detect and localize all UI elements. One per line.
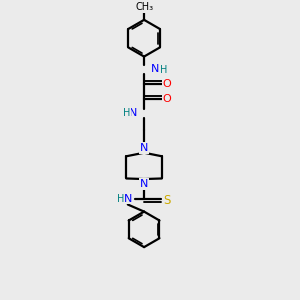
Text: N: N [140, 179, 148, 189]
Text: N: N [140, 143, 148, 153]
Text: N: N [124, 194, 132, 204]
Text: O: O [163, 94, 171, 104]
Text: H: H [160, 64, 167, 75]
Text: CH₃: CH₃ [135, 2, 153, 12]
Text: N: N [151, 64, 160, 74]
Text: H: H [117, 194, 124, 204]
Text: N: N [129, 108, 137, 118]
Text: H: H [123, 108, 130, 118]
Text: S: S [163, 194, 170, 207]
Text: O: O [163, 80, 171, 89]
